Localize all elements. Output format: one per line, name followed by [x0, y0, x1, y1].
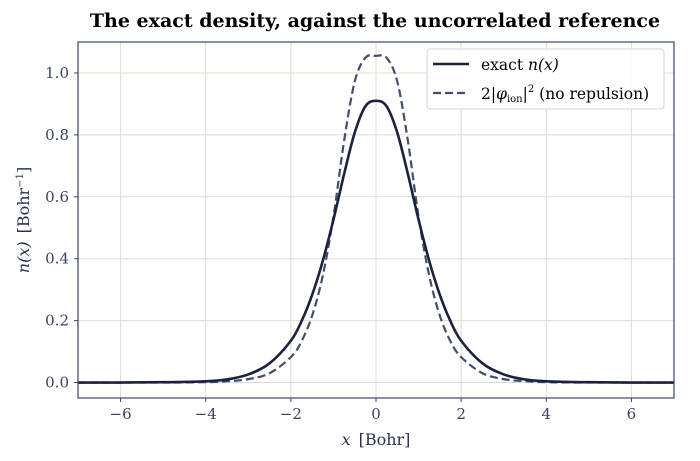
chart-title: The exact density, against the uncorrela…: [90, 10, 660, 32]
x-axis-var: x: [342, 430, 351, 449]
curves: [77, 54, 675, 384]
y-tick-label: 0.6: [45, 188, 69, 206]
x-axis-label: x [Bohr]: [342, 430, 411, 449]
y-tick-label: 0.0: [45, 374, 69, 392]
y-tick-label: 0.2: [45, 312, 69, 330]
legend-ref-close: |: [523, 85, 528, 103]
legend-ref-sup: 2: [528, 84, 534, 95]
y-tick-label: 0.4: [45, 250, 69, 268]
series-line-reference: [78, 54, 674, 384]
x-ticks: −6 −4 −2 0 2 4 6: [110, 398, 637, 423]
legend-label-exact: exact n(x): [481, 56, 559, 74]
x-tick-label: 0: [371, 405, 381, 423]
legend-ref-phi: φ: [496, 85, 507, 103]
y-tick-label: 1.0: [45, 64, 69, 82]
legend-label-reference: 2|φion|2 (no repulsion): [481, 84, 649, 105]
x-tick-label: 4: [542, 405, 552, 423]
legend-ref-coef: 2|: [481, 85, 496, 103]
legend-ref-text: (no repulsion): [534, 85, 649, 103]
y-ticks: 0.0 0.2 0.4 0.6 0.8 1.0: [45, 64, 78, 392]
legend: exact n(x) 2|φion|2 (no repulsion): [426, 48, 665, 110]
y-axis-label: n(x) [Bohr−1]: [14, 167, 33, 273]
series-line-exact: [77, 99, 675, 384]
y-axis-unit-suffix: ]: [14, 167, 33, 173]
x-tick-label: −2: [280, 405, 302, 423]
x-tick-label: −4: [195, 405, 217, 423]
legend-exact-text: exact: [481, 56, 528, 74]
legend-ref-sub: ion: [507, 94, 523, 105]
legend-box: [426, 48, 665, 110]
y-axis-var: n(x): [14, 241, 33, 273]
x-tick-label: 2: [456, 405, 466, 423]
y-axis-unit-exp: −1: [15, 173, 26, 188]
legend-exact-math: n(x): [528, 56, 559, 74]
x-axis-unit: [Bohr]: [359, 430, 411, 449]
x-tick-label: −6: [110, 405, 132, 423]
y-axis-unit-prefix: [Bohr: [14, 187, 33, 233]
x-tick-label: 6: [627, 405, 637, 423]
y-tick-label: 0.8: [45, 126, 69, 144]
